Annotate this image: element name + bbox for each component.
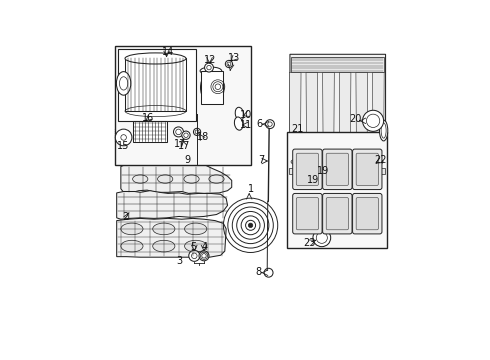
Text: 4: 4 (202, 242, 208, 252)
Polygon shape (290, 132, 386, 246)
FancyBboxPatch shape (296, 198, 318, 230)
Bar (133, 121, 167, 141)
Text: 17: 17 (178, 141, 190, 151)
Text: 19: 19 (307, 175, 319, 185)
Ellipse shape (379, 120, 388, 141)
Ellipse shape (185, 223, 207, 235)
FancyBboxPatch shape (322, 149, 352, 190)
Polygon shape (205, 72, 230, 103)
FancyBboxPatch shape (326, 153, 348, 185)
Bar (372, 168, 385, 174)
Text: 10: 10 (240, 110, 252, 120)
Ellipse shape (200, 71, 224, 104)
Ellipse shape (184, 175, 199, 183)
Circle shape (189, 250, 200, 261)
Text: 13: 13 (228, 53, 240, 63)
Bar (125, 58, 186, 111)
Circle shape (248, 223, 253, 228)
Ellipse shape (235, 107, 244, 121)
Text: 20: 20 (350, 114, 362, 125)
Text: 1: 1 (247, 184, 254, 194)
Ellipse shape (209, 175, 224, 183)
Ellipse shape (125, 53, 186, 64)
Text: 2: 2 (122, 212, 129, 222)
Ellipse shape (185, 240, 207, 252)
Polygon shape (117, 191, 227, 219)
Ellipse shape (374, 159, 383, 164)
Bar (306, 168, 318, 174)
Polygon shape (372, 72, 384, 163)
Bar (356, 168, 368, 174)
Ellipse shape (291, 159, 300, 164)
Circle shape (173, 127, 183, 137)
Polygon shape (121, 161, 232, 193)
FancyBboxPatch shape (356, 198, 378, 230)
Ellipse shape (121, 240, 143, 252)
FancyBboxPatch shape (322, 193, 352, 234)
FancyBboxPatch shape (326, 198, 348, 230)
Bar (292, 57, 384, 72)
Text: 23: 23 (303, 238, 316, 248)
Circle shape (225, 60, 233, 68)
Text: 12: 12 (204, 55, 217, 65)
Text: 18: 18 (196, 132, 209, 143)
Text: 6: 6 (256, 118, 263, 129)
FancyBboxPatch shape (353, 149, 382, 190)
Polygon shape (117, 219, 226, 257)
Bar (290, 168, 301, 174)
FancyBboxPatch shape (356, 153, 378, 185)
Text: 17: 17 (174, 139, 187, 149)
Text: 21: 21 (291, 123, 304, 134)
Polygon shape (339, 72, 351, 163)
Ellipse shape (234, 117, 243, 130)
Ellipse shape (200, 67, 222, 75)
Ellipse shape (133, 175, 148, 183)
Circle shape (363, 110, 384, 131)
Polygon shape (322, 72, 334, 163)
Ellipse shape (117, 72, 131, 95)
Text: 14: 14 (162, 47, 174, 57)
Bar (118, 49, 196, 121)
Ellipse shape (341, 159, 350, 164)
Text: 15: 15 (117, 141, 129, 151)
Text: 19: 19 (317, 166, 329, 176)
Text: 11: 11 (240, 120, 252, 130)
Bar (322, 168, 335, 174)
Circle shape (313, 229, 331, 247)
Circle shape (115, 129, 132, 146)
Circle shape (199, 251, 209, 261)
Bar (201, 71, 223, 104)
Text: 3: 3 (176, 256, 182, 266)
Bar (287, 132, 387, 248)
Text: 8: 8 (255, 267, 261, 277)
Circle shape (264, 268, 273, 277)
Ellipse shape (121, 223, 143, 235)
FancyBboxPatch shape (293, 193, 322, 234)
Circle shape (182, 131, 190, 139)
Circle shape (204, 63, 214, 72)
Polygon shape (290, 54, 386, 176)
Bar (339, 168, 351, 174)
Ellipse shape (153, 223, 175, 235)
Polygon shape (290, 72, 301, 163)
Polygon shape (306, 72, 318, 163)
Text: 22: 22 (374, 155, 387, 165)
Text: 7: 7 (258, 155, 264, 165)
Polygon shape (356, 72, 368, 163)
Circle shape (266, 120, 274, 129)
Text: 9: 9 (184, 155, 191, 165)
Ellipse shape (358, 159, 367, 164)
FancyBboxPatch shape (353, 193, 382, 234)
FancyBboxPatch shape (293, 149, 322, 190)
FancyBboxPatch shape (296, 153, 318, 185)
Ellipse shape (153, 240, 175, 252)
Circle shape (194, 128, 201, 135)
Ellipse shape (158, 175, 173, 183)
Ellipse shape (324, 159, 333, 164)
Ellipse shape (308, 159, 317, 164)
Text: 5: 5 (191, 242, 197, 252)
Bar (115, 46, 251, 165)
Text: 16: 16 (143, 113, 155, 123)
